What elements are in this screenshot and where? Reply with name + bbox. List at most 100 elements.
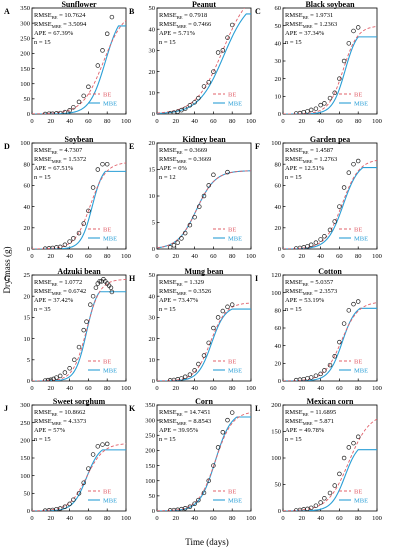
data-point (318, 371, 323, 377)
x-tick-label: 100 (121, 385, 131, 392)
x-tick-label: 40 (317, 118, 324, 125)
x-tick-label: 0 (30, 515, 33, 522)
x-tick-label: 0 (281, 253, 284, 260)
data-point (90, 293, 96, 299)
y-tick-label: 0 (278, 378, 281, 385)
legend-mbe-label: MBE (103, 367, 117, 374)
x-tick-label: 0 (155, 253, 158, 260)
x-tick-label: 100 (372, 515, 382, 522)
stat-line: RMSEMBE = 1.2363 (285, 21, 337, 29)
panel-c: 0 20 40 60 80 100 0 10 20 30 40 50 60 C Black soybean R… (255, 0, 382, 125)
panel-letter: A (4, 7, 10, 16)
data-point (229, 410, 235, 415)
data-points (167, 410, 235, 511)
x-tick-label: 100 (372, 385, 382, 392)
stat-line: RMSEBE = 1.9731 (285, 12, 333, 20)
data-point (341, 185, 347, 190)
data-point (327, 490, 333, 496)
y-tick-label: 0 (27, 508, 30, 515)
stat-line: RMSEMBE = 0.7466 (159, 21, 212, 29)
panel-letter: F (255, 142, 260, 151)
stat-line: APE = 53.19% (285, 297, 325, 304)
x-tick-label: 20 (48, 118, 55, 125)
data-point (327, 227, 333, 233)
data-point (351, 301, 356, 307)
panel-title: Garden pea (310, 135, 350, 144)
y-tick-label: 10 (149, 357, 156, 364)
data-point (322, 101, 327, 106)
legend-mbe-label: MBE (103, 235, 117, 242)
y-tick-label: 60 (275, 325, 282, 332)
stat-line: RMSEBE = 1.4587 (285, 147, 334, 155)
data-point (175, 109, 180, 114)
y-tick-label: 60 (275, 183, 282, 190)
panel-title: Soybean (65, 135, 94, 144)
y-tick-label: 100 (20, 473, 30, 480)
stat-line: RMSEMBE = 0.3526 (159, 288, 212, 296)
legend-be-label: BE (354, 488, 362, 495)
x-tick-label: 20 (173, 253, 180, 260)
data-point (62, 242, 68, 248)
data-point (211, 172, 216, 178)
legend-mbe-label: MBE (354, 497, 368, 504)
legend-be-label: BE (228, 91, 236, 98)
y-tick-label: 30 (275, 58, 282, 65)
data-point (67, 108, 72, 113)
data-point (327, 95, 333, 101)
x-tick-label: 100 (372, 253, 382, 260)
data-point (313, 373, 319, 378)
panel-letter: B (129, 7, 135, 16)
stat-line: n = 15 (285, 174, 302, 181)
be-curve (283, 302, 377, 381)
data-point (293, 377, 299, 381)
data-point (206, 79, 211, 85)
legend-be-label: BE (103, 226, 111, 233)
be-curve (283, 418, 377, 511)
data-point (322, 368, 327, 373)
curves (157, 170, 251, 249)
data-point (81, 327, 86, 333)
curves (32, 443, 126, 511)
x-tick-label: 100 (121, 253, 131, 260)
data-point (346, 170, 352, 175)
data-point (225, 417, 230, 423)
y-tick-label: 50 (24, 491, 31, 498)
x-tick-label: 60 (336, 385, 343, 392)
y-tick-label: 150 (20, 66, 30, 73)
plot-frame (156, 404, 252, 512)
data-points (42, 161, 110, 249)
panel-letter: H (129, 274, 136, 283)
data-point (327, 362, 333, 368)
x-tick-label: 20 (48, 253, 55, 260)
y-tick-label: 200 (20, 51, 30, 58)
y-tick-label: 0 (27, 246, 30, 253)
be-curve (32, 162, 126, 249)
data-point (211, 69, 216, 74)
y-tick-label: 25 (24, 272, 31, 279)
y-tick-label: 30 (149, 48, 156, 55)
stat-line: n = 15 (285, 39, 302, 46)
legend-be-label: BE (354, 91, 362, 98)
panel-d: 0 20 40 60 80 100 0 20 40 60 80 100 D Soybean RMSEBE =… (4, 135, 131, 260)
data-point (225, 169, 230, 175)
stat-line: RMSEBE = 5.0357 (285, 279, 334, 287)
panel-letter: E (129, 142, 134, 151)
x-tick-label: 40 (317, 515, 324, 522)
data-point (171, 243, 177, 248)
panel-e: 0 20 40 60 80 100 0 5 10 15 20 E Kidney bean RMSEBE =… (129, 135, 256, 260)
data-point (192, 501, 197, 506)
be-curve (32, 279, 126, 381)
y-tick-label: 250 (20, 420, 30, 427)
x-tick-label: 20 (299, 515, 306, 522)
data-point (76, 230, 82, 236)
y-tick-label: 80 (275, 308, 282, 315)
stat-line: RMSEBE = 14.7451 (159, 409, 211, 417)
stat-line: APE = 57% (34, 427, 66, 434)
mbe-curve (283, 449, 377, 511)
data-point (313, 240, 319, 245)
data-point (355, 158, 361, 164)
data-point (95, 167, 101, 172)
legend-mbe-label: MBE (103, 497, 117, 504)
data-point (332, 483, 337, 488)
